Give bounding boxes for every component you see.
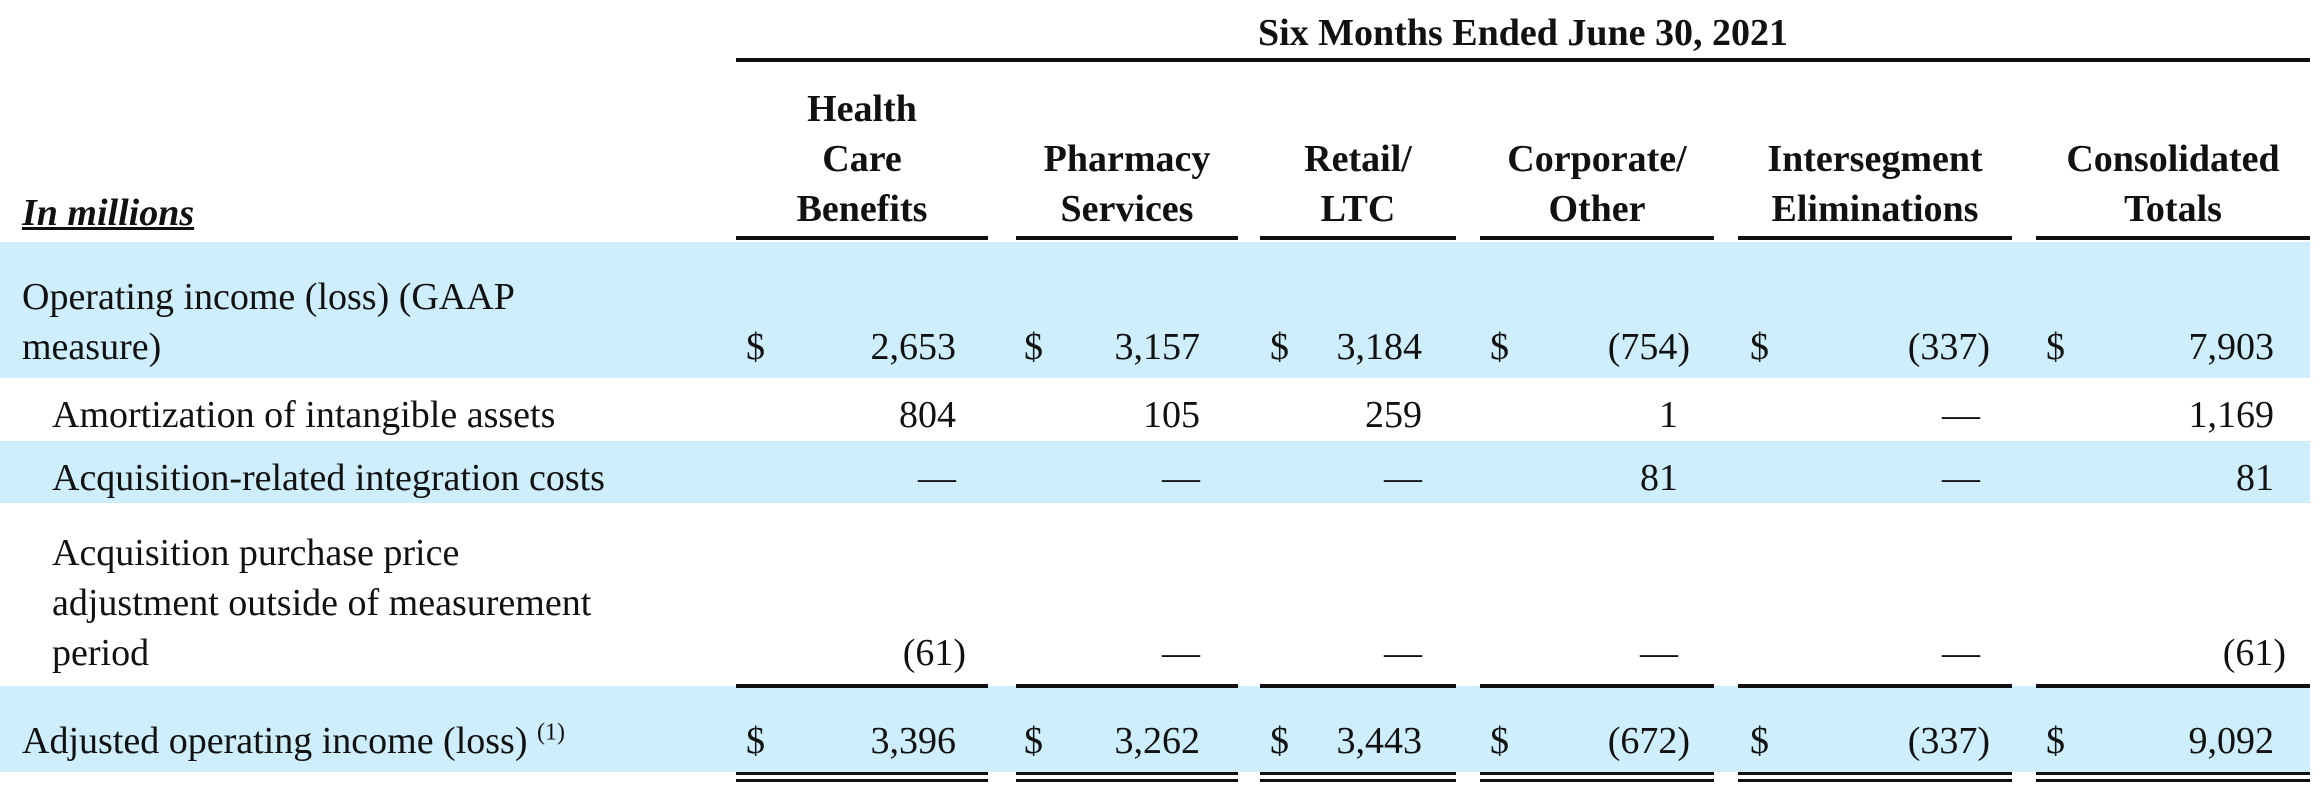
column-header-retail-ltc: Retail/LTC (1304, 138, 1412, 230)
row-label-operating-income: Operating income (loss) (GAAP measure) (22, 276, 515, 368)
value-cell: — (1942, 457, 1980, 499)
subtotal-rule (1738, 684, 2012, 688)
currency-symbol: $ (2046, 326, 2065, 368)
column-rule (1260, 236, 1456, 240)
value-cell: — (1942, 394, 1980, 436)
value-cell: (337) (1907, 720, 1990, 762)
period-header: Six Months Ended June 30, 2021 (1257, 12, 1788, 54)
subtotal-rule (736, 684, 988, 688)
column-header-intersegment-eliminations: Intersegment Eliminations (1767, 138, 1983, 230)
subtotal-rule (1260, 684, 1456, 688)
value-cell: 259 (1365, 394, 1422, 436)
column-header-consolidated-totals: Consolidated Totals (2066, 138, 2280, 230)
row-label-adjusted-operating-income: Adjusted operating income (loss) (1) (22, 719, 565, 762)
value-cell: 3,184 (1336, 326, 1423, 368)
currency-symbol: $ (746, 326, 765, 368)
currency-symbol: $ (1490, 720, 1509, 762)
value-cell: (61) (2222, 632, 2286, 674)
footnote-marker: (1) (537, 719, 565, 746)
value-cell: 9,092 (2188, 720, 2275, 762)
currency-symbol: $ (2046, 720, 2065, 762)
value-cell: 81 (2236, 457, 2274, 499)
row-band-adjusted-operating-income (0, 686, 2310, 772)
total-double-rule (736, 772, 988, 782)
value-cell: (61) (902, 632, 966, 674)
subtotal-rule (1016, 684, 1238, 688)
value-cell: — (1162, 632, 1200, 674)
value-cell: 3,157 (1114, 326, 1201, 368)
value-cell: — (1942, 632, 1980, 674)
row-label-purchase-price-adjustment: Acquisition purchase price adjustment out… (52, 532, 592, 674)
value-cell: (672) (1607, 720, 1690, 762)
value-cell: 3,443 (1336, 720, 1423, 762)
value-cell: — (1640, 632, 1678, 674)
value-cell: — (1162, 457, 1200, 499)
row-label-amortization: Amortization of intangible assets (52, 394, 556, 436)
currency-symbol: $ (1270, 326, 1289, 368)
row-label-integration-costs: Acquisition-related integration costs (52, 457, 605, 499)
row-band-integration-costs (0, 441, 2310, 503)
currency-symbol: $ (1024, 720, 1043, 762)
value-cell: — (918, 457, 956, 499)
total-double-rule (1480, 772, 1714, 782)
value-cell: — (1384, 457, 1422, 499)
currency-symbol: $ (1490, 326, 1509, 368)
value-cell: 1,169 (2188, 394, 2275, 436)
units-label: In millions (22, 192, 195, 234)
value-cell: (337) (1907, 326, 1990, 368)
value-cell: 3,396 (870, 720, 957, 762)
column-rule (2036, 236, 2310, 240)
subtotal-rule (1480, 684, 1714, 688)
column-header-corporate-other: Corporate/Other (1507, 138, 1687, 230)
column-header-health-care-benefits: Health Care Benefits (796, 88, 928, 230)
column-rule (736, 236, 988, 240)
currency-symbol: $ (1024, 326, 1043, 368)
value-cell: — (1384, 632, 1422, 674)
value-cell: 1 (1659, 394, 1678, 436)
currency-symbol: $ (1750, 326, 1769, 368)
value-cell: 804 (899, 394, 956, 436)
currency-symbol: $ (746, 720, 765, 762)
value-cell: 105 (1143, 394, 1200, 436)
value-cell: 7,903 (2188, 326, 2275, 368)
value-cell: 81 (1640, 457, 1678, 499)
row-band-operating-income (0, 242, 2310, 378)
subtotal-rule (2036, 684, 2310, 688)
value-cell: 3,262 (1114, 720, 1201, 762)
column-rule (1016, 236, 1238, 240)
value-cell: 2,653 (870, 326, 957, 368)
column-rule (1480, 236, 1714, 240)
period-header-rule (736, 58, 2310, 62)
value-cell: (754) (1607, 326, 1690, 368)
currency-symbol: $ (1750, 720, 1769, 762)
column-rule (1738, 236, 2012, 240)
total-double-rule (1260, 772, 1456, 782)
column-header-pharmacy-services: Pharmacy Services (1043, 138, 1211, 230)
currency-symbol: $ (1270, 720, 1289, 762)
total-double-rule (1016, 772, 1238, 782)
total-double-rule (1738, 772, 2012, 782)
total-double-rule (2036, 772, 2310, 782)
